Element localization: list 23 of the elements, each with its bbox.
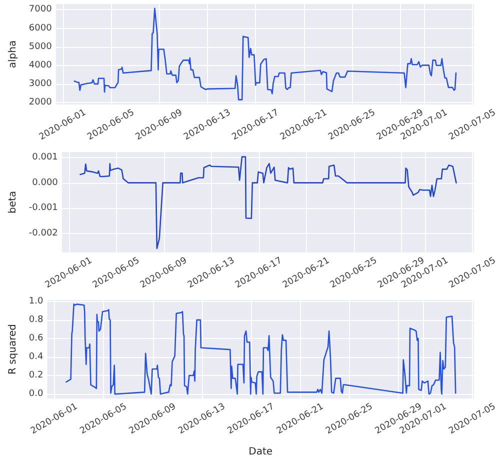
y-axis-title: alpha — [8, 40, 18, 68]
y-tick-label: 0.000 — [32, 178, 58, 188]
y-axis-title: beta — [8, 190, 18, 214]
y-tick-label: 7000 — [28, 4, 52, 15]
y-tick-label: 0.8 — [28, 314, 44, 325]
y-tick-label: 4000 — [28, 60, 52, 70]
y-tick-label: 5000 — [28, 42, 52, 52]
y-tick-label: 0.4 — [28, 352, 44, 362]
y-tick-label: 0.6 — [28, 333, 44, 344]
y-tick-label: -0.001 — [28, 203, 58, 214]
line-series — [74, 8, 457, 100]
y-tick-label: 0.2 — [28, 370, 44, 381]
line-series — [80, 156, 457, 250]
line-series — [66, 304, 456, 395]
y-tick-label: 3000 — [28, 78, 52, 89]
y-tick-label: 2000 — [28, 97, 52, 108]
y-axis-title: R squared — [8, 324, 18, 375]
y-tick-label: 1.0 — [28, 296, 44, 306]
y-tick-label: 6000 — [28, 23, 52, 34]
y-tick-label: -0.002 — [28, 228, 58, 238]
y-tick-label: 0.001 — [32, 152, 58, 163]
x-axis-title: Date — [248, 446, 273, 458]
y-tick-label: 0.0 — [28, 389, 44, 400]
